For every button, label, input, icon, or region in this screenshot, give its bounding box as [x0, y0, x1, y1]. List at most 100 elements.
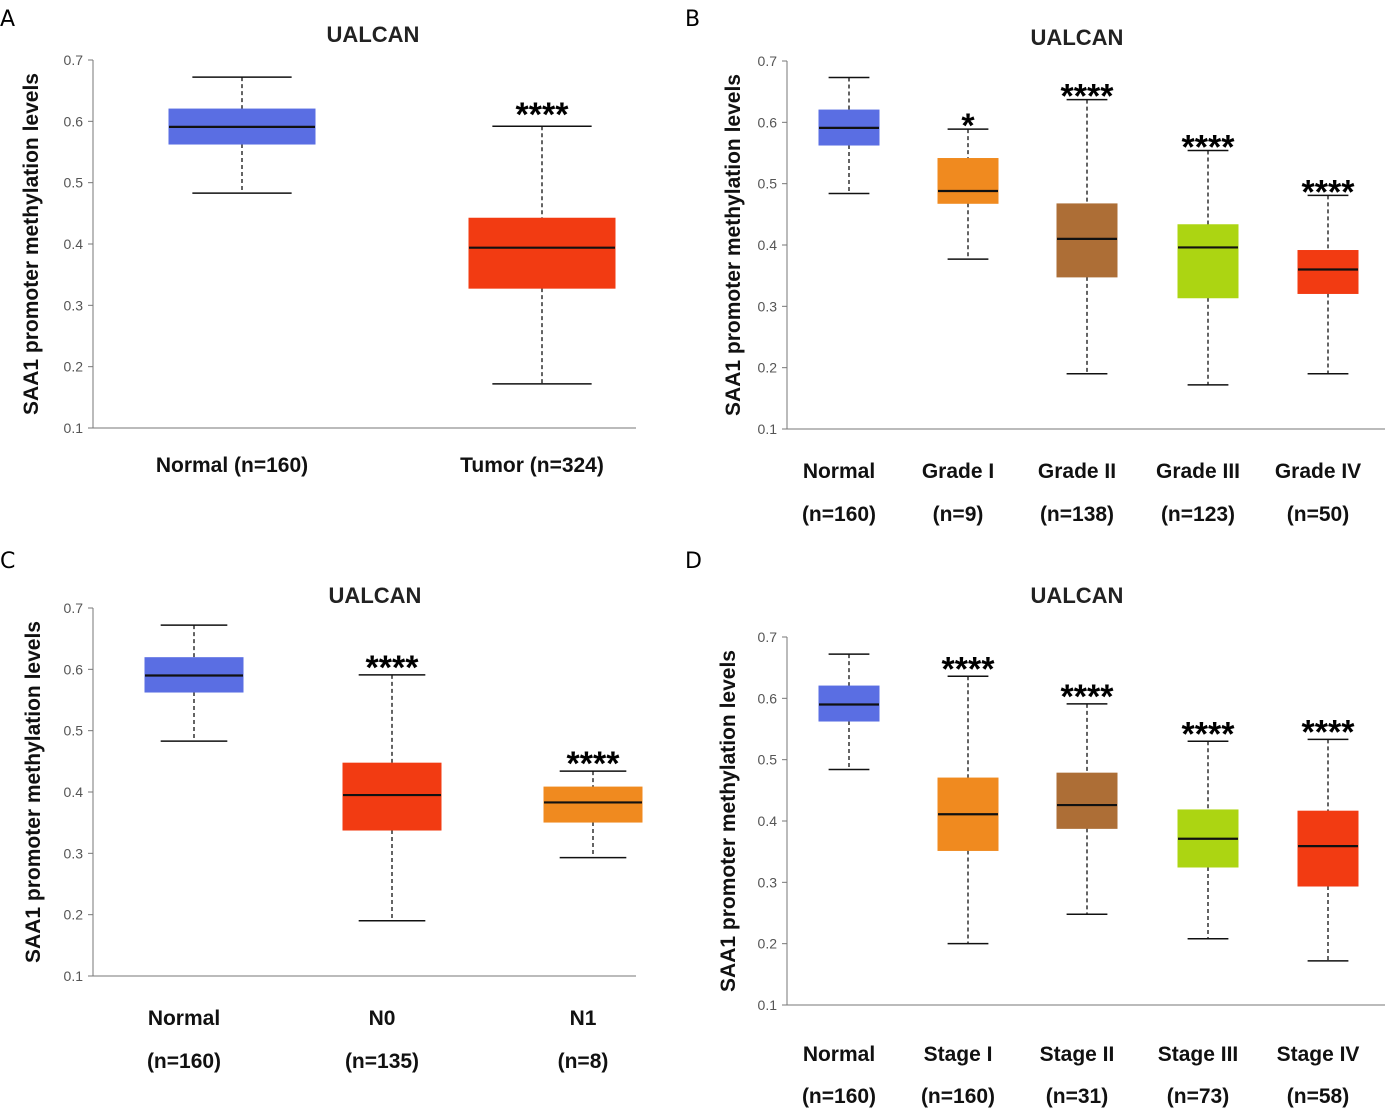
- category-count-label: (n=135): [345, 1050, 419, 1073]
- y-tick-label: 0.1: [758, 421, 778, 437]
- category-label: Grade I: [922, 460, 994, 483]
- chart-title: UALCAN: [327, 22, 420, 47]
- box-group: **** N0 (n=135): [342, 649, 442, 1073]
- y-tick-label: 0.3: [64, 845, 84, 861]
- category-label: Normal: [148, 1007, 220, 1030]
- y-tick-label: 0.1: [758, 997, 778, 1013]
- significance-label: ****: [1182, 129, 1236, 167]
- box-group: **** Stage III (n=73): [1158, 715, 1239, 1108]
- category-count-label: (n=31): [1046, 1085, 1108, 1108]
- chart-title: UALCAN: [1031, 25, 1124, 50]
- box-group: Normal (n=160): [156, 76, 316, 477]
- y-tick-label: 0.5: [64, 175, 84, 191]
- panel-c: C UALCAN SAA1 promoter methylation levels 0…: [0, 549, 643, 1073]
- panel-letter: A: [0, 7, 15, 32]
- y-tick-label: 0.5: [758, 176, 778, 192]
- category-label: Normal (n=160): [156, 454, 308, 477]
- category-count-label: (n=9): [933, 503, 984, 526]
- significance-label: ****: [1182, 715, 1236, 753]
- category-label: Stage II: [1040, 1043, 1115, 1066]
- panel-d: D UALCAN SAA1 promoter methylation levels 0…: [685, 549, 1385, 1108]
- y-tick-label: 0.5: [758, 752, 778, 768]
- y-axis-label: SAA1 promoter methylation levels: [722, 74, 745, 416]
- box-group: **** N1 (n=8): [543, 745, 643, 1073]
- category-label: N0: [369, 1007, 396, 1030]
- category-label: N1: [570, 1007, 597, 1030]
- y-axis-label: SAA1 promoter methylation levels: [20, 73, 43, 415]
- box-group: **** Grade III (n=123): [1156, 129, 1240, 526]
- category-count-label: (n=8): [558, 1050, 609, 1073]
- panel-letter: B: [685, 7, 700, 32]
- box-group: **** Stage IV (n=58): [1277, 713, 1360, 1108]
- significance-label: ****: [366, 649, 420, 687]
- box-iqr: [1056, 772, 1118, 829]
- y-tick-label: 0.2: [758, 936, 778, 952]
- category-label: Stage I: [924, 1043, 993, 1066]
- y-tick-label: 0.3: [64, 297, 84, 313]
- box-iqr: [468, 217, 616, 289]
- significance-label: ****: [1061, 678, 1115, 716]
- y-tick-label: 0.1: [64, 420, 84, 436]
- y-tick-label: 0.7: [758, 53, 778, 69]
- y-tick-label: 0.2: [64, 907, 84, 923]
- y-tick-label: 0.4: [758, 237, 778, 253]
- y-tick-label: 0.3: [758, 298, 778, 314]
- y-tick-label: 0.6: [64, 113, 84, 129]
- panel-letter: C: [0, 549, 15, 574]
- category-count-label: (n=160): [802, 1085, 876, 1108]
- category-label: Normal: [803, 1043, 875, 1066]
- box-group: **** Grade IV (n=50): [1275, 173, 1361, 526]
- y-tick-label: 0.4: [64, 784, 84, 800]
- panel-b: B UALCAN SAA1 promoter methylation levels 0…: [685, 7, 1385, 526]
- y-tick-label: 0.7: [758, 629, 778, 645]
- panel-letter: D: [685, 549, 702, 574]
- significance-label: ****: [1302, 173, 1356, 211]
- category-count-label: (n=160): [147, 1050, 221, 1073]
- significance-label: ****: [1302, 713, 1356, 751]
- category-count-label: (n=73): [1167, 1085, 1229, 1108]
- box-group: **** Tumor (n=324): [460, 96, 616, 477]
- significance-label: ****: [1061, 78, 1115, 116]
- y-axis-label: SAA1 promoter methylation levels: [22, 621, 45, 963]
- box-iqr: [1056, 203, 1118, 278]
- box-group: Normal (n=160): [802, 76, 880, 526]
- y-axis-label: SAA1 promoter methylation levels: [717, 650, 740, 992]
- y-tick-label: 0.2: [64, 359, 84, 375]
- box-group: Normal (n=160): [144, 624, 244, 1073]
- box-group: **** Stage I (n=160): [921, 650, 999, 1108]
- box-iqr: [1297, 810, 1359, 887]
- box-iqr: [937, 158, 999, 204]
- category-label: Grade IV: [1275, 460, 1361, 483]
- category-label: Normal: [803, 460, 875, 483]
- significance-label: ****: [567, 745, 621, 783]
- category-count-label: (n=50): [1287, 503, 1349, 526]
- category-count-label: (n=138): [1040, 503, 1114, 526]
- y-tick-label: 0.7: [64, 600, 84, 616]
- box-group: **** Stage II (n=31): [1040, 678, 1118, 1108]
- significance-label: *: [961, 107, 975, 145]
- y-tick-label: 0.6: [64, 661, 84, 677]
- chart-title: UALCAN: [329, 583, 422, 608]
- category-label: Stage III: [1158, 1043, 1239, 1066]
- y-tick-label: 0.7: [64, 52, 84, 68]
- y-tick-label: 0.4: [758, 813, 778, 829]
- y-tick-label: 0.3: [758, 874, 778, 890]
- box-iqr: [543, 786, 643, 823]
- significance-label: ****: [516, 96, 570, 134]
- box-iqr: [342, 762, 442, 831]
- significance-label: ****: [942, 650, 996, 688]
- chart-title: UALCAN: [1031, 583, 1124, 608]
- box-group: * Grade I (n=9): [922, 107, 999, 526]
- y-tick-label: 0.1: [64, 968, 84, 984]
- y-tick-label: 0.6: [758, 690, 778, 706]
- box-group: Normal (n=160): [802, 653, 880, 1108]
- y-tick-label: 0.6: [758, 114, 778, 130]
- y-tick-label: 0.4: [64, 236, 84, 252]
- y-tick-label: 0.5: [64, 723, 84, 739]
- category-label: Grade III: [1156, 460, 1240, 483]
- y-tick-label: 0.2: [758, 360, 778, 376]
- category-label: Stage IV: [1277, 1043, 1360, 1066]
- category-count-label: (n=160): [921, 1085, 995, 1108]
- category-label: Grade II: [1038, 460, 1116, 483]
